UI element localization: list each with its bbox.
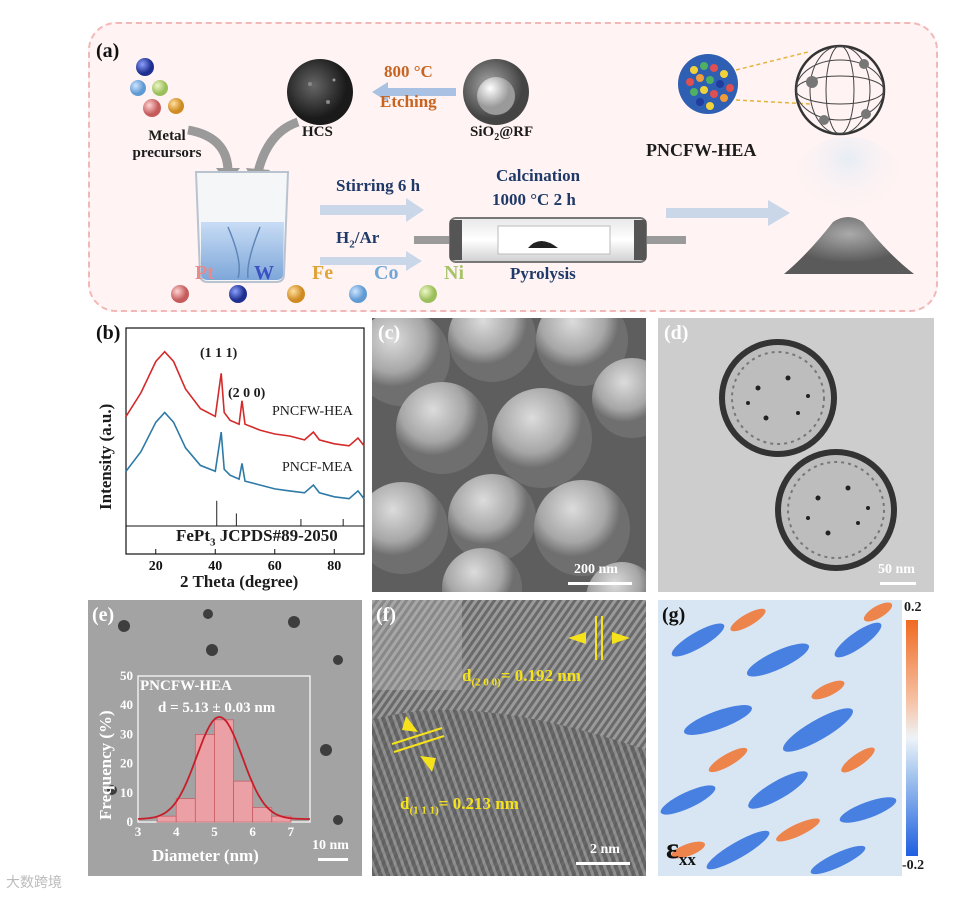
panel-g-label: (g) — [662, 604, 686, 626]
hist-xtick-label-1: 4 — [173, 824, 180, 839]
hist-ytick-label-2: 20 — [120, 756, 133, 771]
panel-g-strain-map — [658, 600, 902, 876]
xrd-xtick-label-1: 40 — [208, 559, 222, 574]
hist-bar-5 — [252, 806, 273, 823]
panel-d-scale-text: 50 nm — [878, 562, 915, 577]
hist-xtick-label-3: 6 — [249, 824, 256, 839]
d111-annotation: d(1 1 1)= 0.213 nm — [400, 794, 519, 817]
panel-a-label: (a) — [96, 40, 120, 62]
hist-ytick-label-1: 10 — [120, 785, 133, 800]
panel-e-label: (e) — [92, 604, 115, 626]
panel-d-scalebar — [880, 582, 916, 585]
xrd-xlabel: 2 Theta (degree) — [180, 572, 299, 591]
hist-xtick-label-2: 5 — [211, 824, 218, 839]
legend-pt: Pt — [195, 262, 214, 284]
panel-e-scale-text: 10 nm — [312, 838, 349, 853]
d200-annotation: d(2 0 0)= 0.192 nm — [462, 666, 581, 689]
panel-c-sem-image — [372, 318, 646, 592]
etching-arrow-icon — [372, 82, 456, 102]
series-label-mea: PNCF-MEA — [282, 460, 353, 475]
size-histogram: 3 4 5 6 7 0 10 20 30 40 50 — [120, 668, 311, 839]
etching-text: Etching — [380, 92, 437, 111]
series-label-hea: PNCFW-HEA — [272, 404, 353, 419]
panel-c-scalebar — [568, 582, 632, 585]
strain-symbol: εxx — [666, 832, 696, 869]
hist-mean-text: d = 5.13 ± 0.03 nm — [158, 700, 276, 716]
hist-xtick-label-4: 7 — [288, 824, 295, 839]
xrd-chart: 20 40 60 80 — [125, 327, 365, 574]
hcs-sphere-icon — [287, 59, 353, 125]
panel-f-scalebar — [576, 862, 630, 865]
hist-xtick-label-0: 3 — [135, 824, 142, 839]
xrd-frame — [125, 327, 365, 555]
hist-ytick-label-4: 40 — [120, 697, 133, 712]
h2ar-text: H2/Ar — [336, 228, 380, 251]
panel-f-label: (f) — [376, 604, 396, 626]
panel-f-hrtem-image — [372, 600, 646, 876]
hist-ytick-label-0: 0 — [127, 814, 134, 829]
legend-ni: Ni — [444, 262, 464, 284]
strain-colorbar — [906, 620, 918, 856]
hist-xlabel: Diameter (nm) — [152, 846, 259, 865]
calcination-text: Calcination — [496, 166, 581, 185]
hist-bar-1 — [175, 798, 196, 823]
legend-co: Co — [374, 262, 399, 284]
sphere-pt-icon — [143, 99, 161, 117]
panel-d-label: (d) — [664, 322, 689, 344]
etch-temp-text: 800 °C — [384, 62, 433, 81]
to-product-arrow-icon — [666, 200, 790, 226]
stirring-arrow-icon — [320, 198, 424, 222]
hist-fit-curve — [137, 716, 310, 820]
sphere-fe-icon — [168, 98, 184, 114]
carbon-cage-icon — [794, 44, 886, 136]
hist-title: PNCFW-HEA — [140, 678, 232, 694]
product-text: PNCFW-HEA — [646, 140, 757, 160]
sphere-co-icon — [130, 80, 146, 96]
hist-bar-4 — [233, 780, 254, 823]
panel-e-scalebar — [318, 858, 348, 861]
panel-c-label: (c) — [378, 322, 401, 344]
colorbar-max: 0.2 — [904, 600, 922, 615]
pyrolysis-text: Pyrolysis — [510, 264, 576, 283]
hist-bar-0 — [156, 815, 177, 823]
hist-bar-2 — [194, 733, 215, 823]
hist-bar-3 — [214, 719, 234, 823]
panel-a-scheme — [130, 44, 914, 303]
panel-d-tem-image — [658, 318, 934, 592]
xrd-xtick-label-0: 20 — [149, 559, 163, 574]
hist-ytick-label-3: 30 — [120, 726, 133, 741]
xrd-xtick-label-3: 80 — [327, 559, 341, 574]
panel-f-scale-text: 2 nm — [590, 842, 620, 857]
legend-fe: Fe — [312, 262, 334, 284]
sio2rf-text: SiO2@RF — [470, 124, 534, 143]
panel-c-scale-text: 200 nm — [574, 562, 618, 577]
hcs-text: HCS — [302, 124, 333, 140]
stirring-text: Stirring 6 h — [336, 176, 421, 195]
calc-cond-text: 1000 °C 2 h — [492, 190, 576, 209]
peak-111-label: (1 1 1) — [200, 346, 238, 361]
colorbar-min: -0.2 — [902, 858, 925, 873]
watermark: 大数跨境 — [6, 875, 62, 891]
xrd-series-0 — [125, 350, 365, 447]
metal-precursors-text: Metal precursors — [132, 128, 202, 161]
xrd-ylabel: Intensity (a.u.) — [96, 403, 115, 510]
panel-b-label: (b) — [96, 322, 121, 344]
powder-pile-icon — [784, 217, 914, 274]
gas-arrow-icon — [320, 251, 422, 271]
legend-w: W — [254, 262, 274, 284]
sphere-w-icon — [136, 58, 154, 76]
hist-ytick-label-5: 50 — [120, 668, 133, 683]
reference-label: FePt3 JCPDS#89-2050 — [176, 526, 338, 549]
peak-200-label: (2 0 0) — [228, 386, 266, 401]
xrd-xtick-label-2: 60 — [268, 559, 282, 574]
sphere-ni-icon — [152, 80, 168, 96]
hist-ylabel: Frequency (%) — [96, 710, 115, 820]
xrd-series-1 — [125, 411, 365, 500]
